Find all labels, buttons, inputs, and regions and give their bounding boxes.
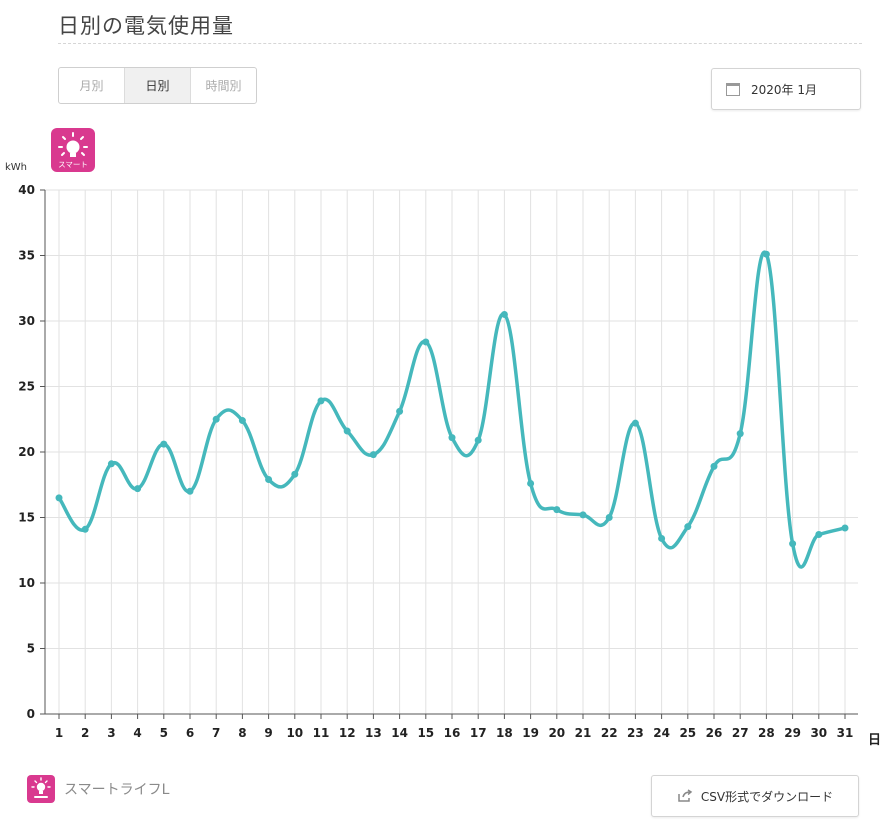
y-tick-labels: 0 5 10 15 20 25 30 35 40 — [18, 183, 35, 721]
y-tick-label: 40 — [18, 183, 35, 197]
x-tick-label: 25 — [679, 726, 696, 740]
page-title: 日別の電気使用量 — [58, 14, 234, 38]
x-tick-label: 9 — [264, 726, 272, 740]
x-tick-label: 11 — [313, 726, 330, 740]
x-tick-label: 26 — [706, 726, 723, 740]
tab-daily[interactable]: 日別 — [125, 68, 191, 103]
x-tick-label: 15 — [417, 726, 434, 740]
data-point — [631, 419, 639, 427]
x-tick-label: 5 — [160, 726, 168, 740]
smart-badge-label: スマート — [58, 160, 88, 169]
y-axis-unit: kWh — [5, 162, 27, 173]
x-tick-label: 19 — [522, 726, 539, 740]
chart-axes — [40, 189, 858, 719]
x-tick-label: 7 — [212, 726, 220, 740]
data-point — [500, 310, 508, 318]
data-point — [658, 534, 666, 542]
data-point — [684, 523, 692, 531]
data-point — [527, 479, 535, 487]
tab-hourly[interactable]: 時間別 — [205, 79, 242, 93]
period-tabs: 月別 日別 時間別 — [58, 67, 257, 104]
brand-label: スマートライフL — [64, 782, 170, 798]
data-point — [134, 485, 142, 493]
data-point — [291, 470, 299, 478]
data-point — [422, 338, 430, 346]
y-tick-label: 30 — [18, 314, 35, 328]
x-tick-label: 12 — [339, 726, 356, 740]
data-point — [369, 451, 377, 459]
x-tick-label: 28 — [758, 726, 775, 740]
data-point — [160, 440, 168, 448]
x-tick-label: 17 — [470, 726, 487, 740]
data-point — [553, 506, 561, 514]
month-selector[interactable]: 2020年 1月 — [711, 68, 861, 110]
y-tick-label: 10 — [18, 576, 35, 590]
csv-download-label: CSV形式でダウンロード — [700, 789, 834, 804]
data-point — [579, 511, 587, 519]
data-point — [448, 434, 456, 442]
data-point — [81, 525, 89, 533]
x-tick-label: 29 — [784, 726, 801, 740]
x-tick-label: 4 — [133, 726, 141, 740]
chart-grid — [45, 189, 858, 714]
data-point — [762, 250, 770, 258]
usage-points — [55, 250, 849, 548]
x-tick-label: 8 — [238, 726, 246, 740]
y-tick-label: 5 — [27, 642, 35, 656]
x-tick-label: 22 — [601, 726, 618, 740]
x-tick-label: 6 — [186, 726, 194, 740]
data-point — [841, 524, 849, 532]
lightbulb-icon — [31, 777, 51, 798]
x-tick-label: 20 — [548, 726, 565, 740]
x-axis-unit: 日 — [868, 733, 881, 748]
title-divider — [58, 43, 862, 44]
x-tick-label: 3 — [107, 726, 115, 740]
x-tick-label: 27 — [732, 726, 749, 740]
data-point — [710, 462, 718, 470]
data-point — [789, 540, 797, 548]
y-tick-label: 25 — [18, 380, 35, 394]
data-point — [55, 494, 63, 502]
smart-badge: スマート — [51, 128, 95, 172]
data-point — [605, 514, 613, 521]
data-point — [265, 476, 273, 484]
x-tick-label: 2 — [81, 726, 89, 740]
data-point — [212, 415, 220, 423]
x-tick-label: 18 — [496, 726, 513, 740]
x-tick-label: 16 — [444, 726, 461, 740]
data-point — [317, 397, 325, 405]
lightbulb-icon: スマート — [58, 132, 88, 169]
data-point — [107, 460, 115, 468]
data-point — [736, 430, 744, 438]
x-tick-label: 30 — [810, 726, 827, 740]
x-tick-label: 23 — [627, 726, 644, 740]
x-tick-label: 24 — [653, 726, 670, 740]
y-tick-label: 15 — [18, 511, 35, 525]
x-tick-label: 31 — [837, 726, 854, 740]
data-point — [396, 407, 404, 415]
x-tick-label: 21 — [575, 726, 592, 740]
brand-logo — [27, 775, 55, 803]
usage-line — [57, 250, 847, 569]
data-point — [474, 436, 482, 444]
data-point — [343, 427, 351, 435]
x-tick-label: 1 — [55, 726, 63, 740]
data-point — [186, 487, 194, 495]
calendar-icon — [726, 82, 740, 96]
data-point — [815, 531, 823, 539]
x-tick-labels: 1 2 3 4 5 6 7 8 9 10 11 12 13 14 15 16 17 18 19 20 21 22 23 24 2… — [55, 726, 854, 740]
y-tick-label: 35 — [18, 249, 35, 263]
x-tick-label: 10 — [286, 726, 303, 740]
tab-monthly[interactable]: 月別 — [59, 68, 125, 103]
x-tick-label: 13 — [365, 726, 382, 740]
y-tick-label: 20 — [18, 445, 35, 459]
share-icon — [678, 789, 693, 802]
csv-download-button[interactable]: CSV形式でダウンロード — [651, 775, 859, 817]
y-tick-label: 0 — [27, 707, 35, 721]
x-tick-label: 14 — [391, 726, 408, 740]
data-point — [238, 417, 246, 425]
month-selector-label: 2020年 1月 — [751, 82, 817, 97]
